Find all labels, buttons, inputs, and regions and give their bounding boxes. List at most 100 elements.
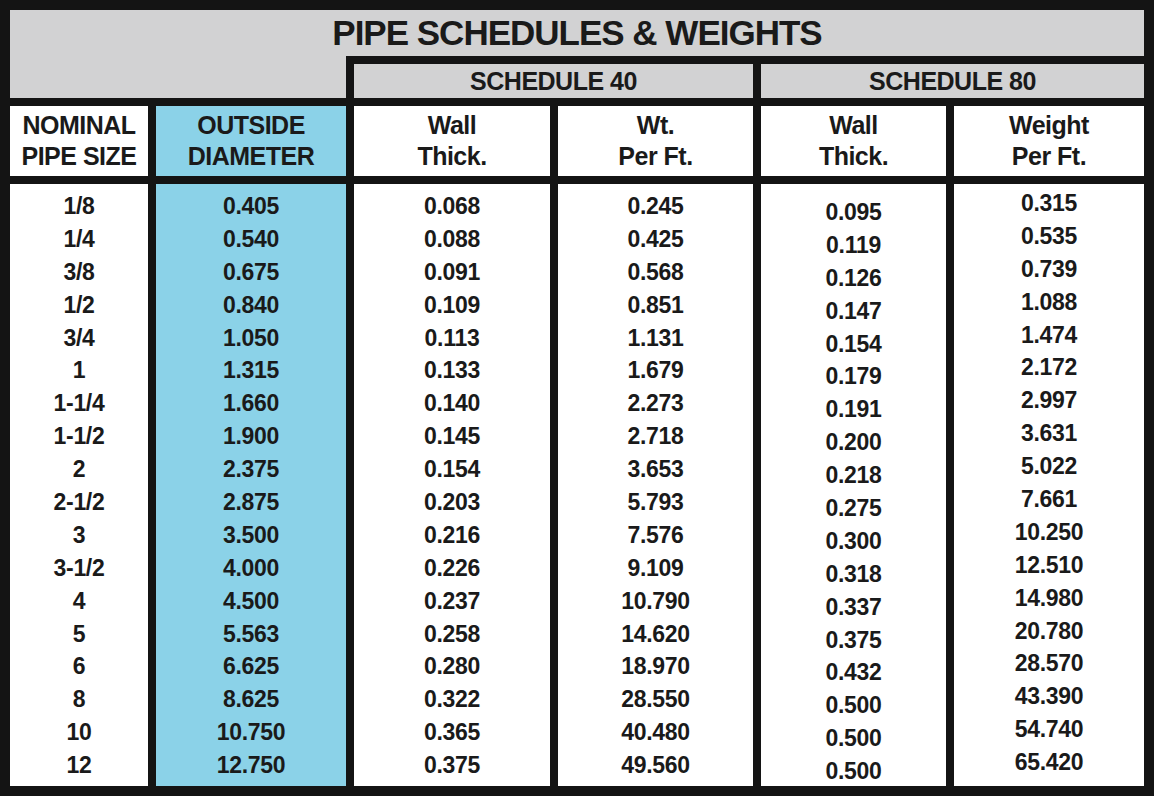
- table-cell: 18.970: [558, 650, 753, 683]
- table-cell: 0.147: [761, 295, 946, 328]
- table-cell: 0.091: [354, 256, 550, 289]
- table-cell: 12.510: [954, 549, 1144, 582]
- data-column-wt-per-ft-sch40: 0.2450.4250.5680.8511.1311.6792.2732.718…: [558, 184, 753, 786]
- table-cell: 1.660: [156, 387, 346, 420]
- table-cell: 10: [10, 716, 148, 749]
- table-cell: 1-1/4: [10, 387, 148, 420]
- table-cell: 0.432: [761, 656, 946, 689]
- table-cell: 0.739: [954, 253, 1144, 286]
- table-cell: 0.095: [761, 196, 946, 229]
- data-column-wall-thick-sch80: 0.0950.1190.1260.1470.1540.1790.1910.200…: [761, 184, 946, 786]
- table-cell: 0.126: [761, 262, 946, 295]
- table-cell: 28.570: [954, 647, 1144, 680]
- table-cell: 1-1/2: [10, 420, 148, 453]
- table-cell: 4.000: [156, 552, 346, 585]
- table-cell: 0.216: [354, 519, 550, 552]
- table-cell: 49.560: [558, 749, 753, 782]
- table-cell: 0.203: [354, 486, 550, 519]
- table-cell: 10.790: [558, 585, 753, 618]
- data-column-wall-thick-sch40: 0.0680.0880.0910.1090.1130.1330.1400.145…: [354, 184, 550, 786]
- table-cell: 0.068: [354, 190, 550, 223]
- table-cell: 0.318: [761, 558, 946, 591]
- table-cell: 12.750: [156, 749, 346, 782]
- table-title: PIPE SCHEDULES & WEIGHTS: [10, 10, 1144, 56]
- table-cell: 4.500: [156, 585, 346, 618]
- table-cell: 0.237: [354, 585, 550, 618]
- pipe-schedules-table: PIPE SCHEDULES & WEIGHTS SCHEDULE 40 SCH…: [0, 0, 1154, 796]
- table-cell: 0.280: [354, 650, 550, 683]
- table-cell: 0.088: [354, 223, 550, 256]
- table-cell: 5.022: [954, 450, 1144, 483]
- table-cell: 0.322: [354, 683, 550, 716]
- table-cell: 0.375: [354, 749, 550, 782]
- table-cell: 0.109: [354, 289, 550, 322]
- table-cell: 0.218: [761, 459, 946, 492]
- table-cell: 0.425: [558, 223, 753, 256]
- schedule-80-group-header: SCHEDULE 80: [761, 64, 1144, 98]
- table-cell: 43.390: [954, 680, 1144, 713]
- table-cell: 3/8: [10, 256, 148, 289]
- table-cell: 1.900: [156, 420, 346, 453]
- table-cell: 5.793: [558, 486, 753, 519]
- table-cell: 0.154: [354, 453, 550, 486]
- table-cell: 8: [10, 683, 148, 716]
- table-cell: 3: [10, 519, 148, 552]
- table-cell: 1.131: [558, 322, 753, 355]
- table-cell: 3/4: [10, 322, 148, 355]
- table-cell: 0.113: [354, 322, 550, 355]
- table-cell: 1.050: [156, 322, 346, 355]
- data-column-nominal-pipe-size: 1/81/43/81/23/411-1/41-1/222-1/233-1/245…: [10, 184, 148, 786]
- table-cell: 1.474: [954, 319, 1144, 352]
- table-cell: 0.568: [558, 256, 753, 289]
- table-cell: 7.576: [558, 519, 753, 552]
- table-cell: 2: [10, 453, 148, 486]
- table-cell: 3.631: [954, 417, 1144, 450]
- table-cell: 54.740: [954, 713, 1144, 746]
- table-cell: 0.258: [354, 618, 550, 651]
- table-cell: 1.088: [954, 286, 1144, 319]
- table-cell: 1.679: [558, 354, 753, 387]
- table-cell: 0.179: [761, 360, 946, 393]
- table-cell: 14.980: [954, 582, 1144, 615]
- table-cell: 10.250: [954, 516, 1144, 549]
- table-cell: 0.145: [354, 420, 550, 453]
- table-cell: 0.119: [761, 229, 946, 262]
- table-cell: 0.840: [156, 289, 346, 322]
- table-cell: 1/2: [10, 289, 148, 322]
- table-cell: 0.337: [761, 591, 946, 624]
- table-cell: 65.420: [954, 746, 1144, 779]
- table-cell: 28.550: [558, 683, 753, 716]
- column-header-weight-per-ft-sch80: Weight Per Ft.: [954, 106, 1144, 176]
- table-cell: 0.500: [761, 689, 946, 722]
- data-column-outside-diameter: 0.4050.5400.6750.8401.0501.3151.6601.900…: [156, 184, 346, 786]
- table-cell: 4: [10, 585, 148, 618]
- table-cell: 0.500: [761, 722, 946, 755]
- table-cell: 2.273: [558, 387, 753, 420]
- table-cell: 3.653: [558, 453, 753, 486]
- table-cell: 0.540: [156, 223, 346, 256]
- table-cell: 0.300: [761, 525, 946, 558]
- table-cell: 0.675: [156, 256, 346, 289]
- table-cell: 0.140: [354, 387, 550, 420]
- table-cell: 20.780: [954, 615, 1144, 648]
- table-cell: 9.109: [558, 552, 753, 585]
- column-header-wall-thick-sch40: Wall Thick.: [354, 106, 550, 176]
- table-cell: 1/8: [10, 190, 148, 223]
- table-cell: 2-1/2: [10, 486, 148, 519]
- table-cell: 0.245: [558, 190, 753, 223]
- data-column-weight-per-ft-sch80: 0.3150.5350.7391.0881.4742.1722.9973.631…: [954, 184, 1144, 786]
- table-cell: 0.200: [761, 426, 946, 459]
- table-cell: 0.133: [354, 354, 550, 387]
- table-cell: 5: [10, 618, 148, 651]
- table-cell: 3-1/2: [10, 552, 148, 585]
- table-cell: 6: [10, 650, 148, 683]
- table-cell: 10.750: [156, 716, 346, 749]
- table-cell: 0.365: [354, 716, 550, 749]
- table-cell: 0.191: [761, 393, 946, 426]
- table-cell: 2.375: [156, 453, 346, 486]
- header-corner-spacer: [10, 56, 346, 98]
- table-cell: 0.275: [761, 492, 946, 525]
- table-cell: 0.315: [954, 187, 1144, 220]
- column-header-wall-thick-sch80: Wall Thick.: [761, 106, 946, 176]
- table-cell: 8.625: [156, 683, 346, 716]
